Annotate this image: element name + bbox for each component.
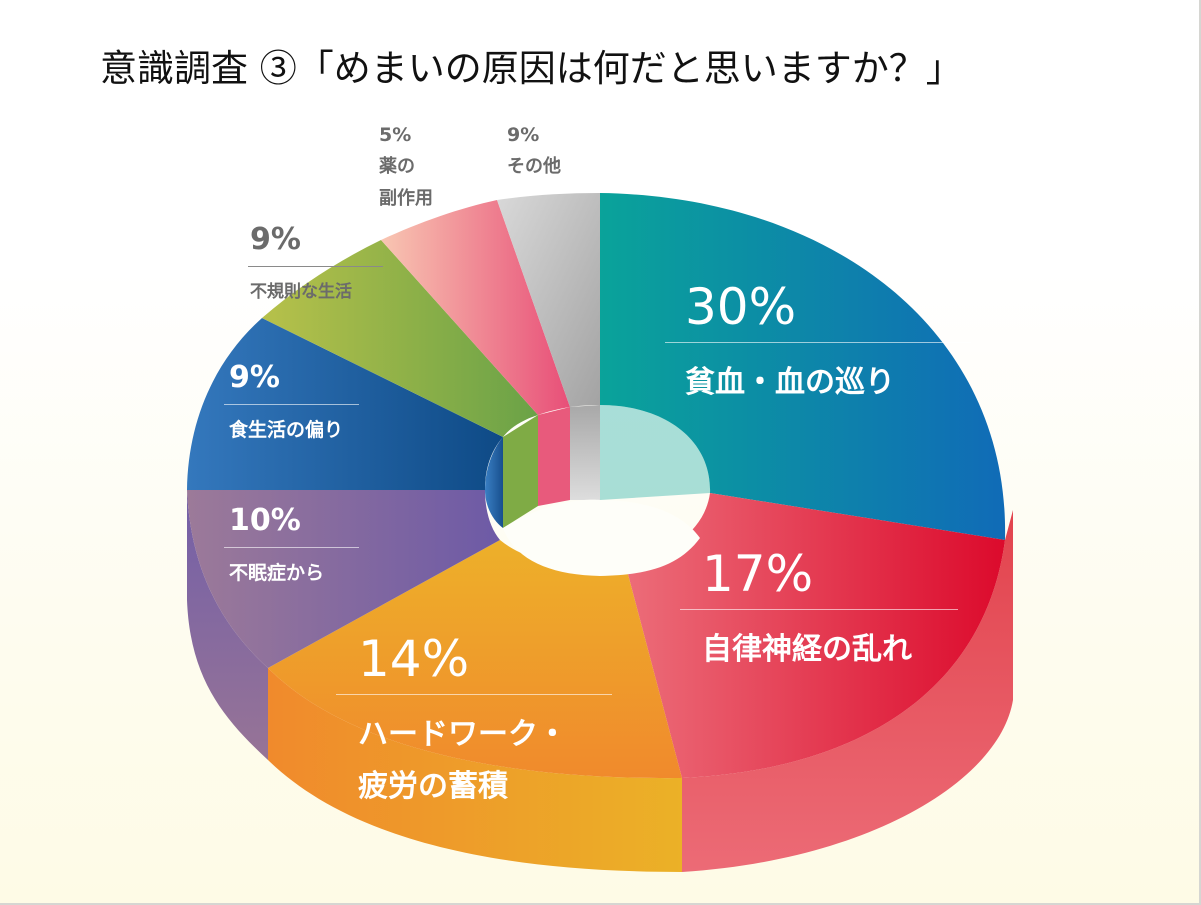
slice-wall-hardwork <box>268 668 682 872</box>
slice-side-effects[interactable] <box>381 200 570 415</box>
label-hardwork: 14% ハードワーク・ 疲労の蓄積 <box>336 630 612 805</box>
label-anemia-name: 貧血・血の巡り <box>685 365 895 400</box>
label-insomnia: 10% 不眠症から <box>224 503 359 585</box>
chart-title: 意識調査 ③「めまいの原因は何だと思いますか？」 <box>100 47 963 90</box>
slice-wall-autonomic <box>682 510 1013 872</box>
slice-anemia[interactable] <box>600 193 1006 540</box>
hole-wall-irregular <box>503 415 538 528</box>
label-hardwork-percent: 14% <box>358 630 470 688</box>
label-diet: 9% 食生活の偏り <box>224 360 359 442</box>
label-side-effects-name-line1: 薬の <box>379 156 415 177</box>
label-divider <box>665 342 971 343</box>
label-divider <box>680 609 958 610</box>
label-divider <box>248 266 383 267</box>
label-irregular-percent: 9% <box>250 222 301 257</box>
hole-wall-side-effects <box>538 407 570 506</box>
label-other-percent: 9% <box>507 124 540 146</box>
hole-wall-diet <box>485 437 503 528</box>
label-other-name: その他 <box>507 156 561 177</box>
slice-autonomic[interactable] <box>625 493 1005 778</box>
label-autonomic: 17% 自律神経の乱れ <box>680 545 958 668</box>
label-divider <box>224 547 359 548</box>
label-side-effects-percent: 5% <box>379 124 412 146</box>
label-hardwork-name-line1: ハードワーク・ <box>358 717 568 752</box>
hole-wall-anemia <box>600 405 711 500</box>
label-hardwork-name-line2: 疲労の蓄積 <box>358 769 508 804</box>
label-irregular: 9% 不規則な生活 <box>248 222 383 302</box>
hole-wall-other <box>570 405 600 500</box>
label-insomnia-name: 不眠症から <box>229 562 325 584</box>
label-autonomic-name: 自律神経の乱れ <box>702 632 912 667</box>
slice-insomnia[interactable] <box>187 490 500 668</box>
label-irregular-name: 不規則な生活 <box>250 282 352 302</box>
label-other: 9% その他 <box>507 122 561 178</box>
label-diet-percent: 9% <box>229 360 280 395</box>
slice-irregular[interactable] <box>262 240 538 437</box>
label-anemia: 30% 貧血・血の巡り <box>665 278 971 401</box>
slice-hardwork[interactable] <box>268 540 682 779</box>
label-divider <box>224 404 359 405</box>
label-side-effects-name-line2: 副作用 <box>379 188 433 209</box>
slice-wall-insomnia <box>187 490 268 760</box>
label-divider <box>336 694 612 695</box>
label-insomnia-percent: 10% <box>229 503 301 538</box>
donut-hole <box>503 499 700 576</box>
label-side-effects: 5% 薬の 副作用 <box>379 122 433 210</box>
label-diet-name: 食生活の偏り <box>229 419 344 441</box>
label-autonomic-percent: 17% <box>702 545 814 603</box>
label-anemia-percent: 30% <box>685 278 797 336</box>
slice-other[interactable] <box>497 193 600 407</box>
